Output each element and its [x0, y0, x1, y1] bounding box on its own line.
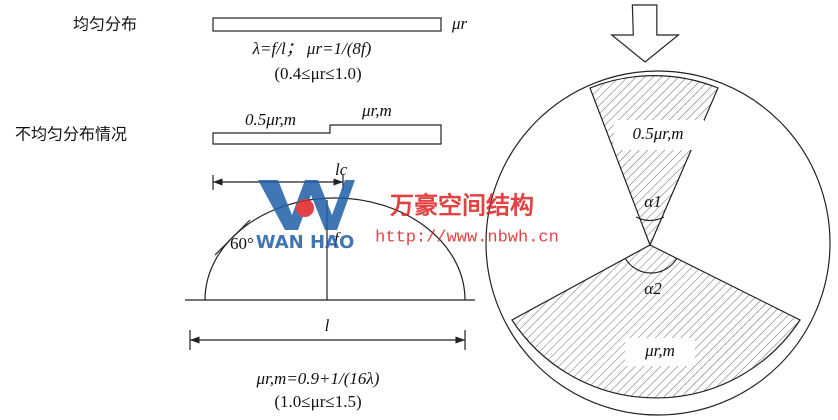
plan-circle	[485, 70, 831, 416]
label-bg	[625, 338, 695, 366]
watermark: WAN HAO 万豪空间结构 http://www.nbwh.cn	[256, 180, 559, 253]
alpha1-label: α1	[644, 192, 661, 211]
top-sector	[589, 75, 719, 247]
watermark-url: http://www.nbwh.cn	[375, 228, 559, 247]
arch	[204, 197, 466, 301]
label-bg	[614, 120, 704, 150]
bottom-sector	[511, 244, 801, 399]
logo-dot	[296, 199, 314, 217]
alpha2-label: α2	[644, 279, 662, 298]
low-label: 0.5μr,m	[245, 110, 296, 129]
top-sector-label: 0.5μr,m	[632, 124, 683, 143]
wind-arrow	[610, 4, 681, 63]
bottom-sector-label: μr,m	[644, 341, 675, 360]
arch-formula: μr,m=0.9+1/(16λ)	[256, 369, 380, 388]
nonuniform-load	[212, 124, 442, 145]
alpha1-arc	[635, 216, 665, 221]
nonuniform-title: 不均匀分布情况	[15, 125, 127, 144]
angle-label: 60°	[230, 234, 254, 253]
span-label: l	[325, 316, 330, 335]
uniform-symbol: μr	[451, 14, 468, 33]
high-label: μr,m	[361, 101, 392, 120]
uniform-load	[212, 17, 442, 32]
uniform-range: (0.4≤μr≤1.0)	[274, 64, 361, 83]
alpha2-arc	[624, 257, 678, 274]
angle-line	[214, 219, 251, 256]
uniform-title: 均匀分布	[73, 15, 137, 34]
logo-text: WAN HAO	[256, 232, 355, 253]
arch-range: (1.0≤μr≤1.5)	[274, 392, 361, 411]
watermark-name: 万豪空间结构	[390, 191, 534, 220]
rise-label: f	[334, 229, 341, 248]
span-c: lc	[335, 160, 348, 179]
uniform-formula: λ=f/l； μr=1/(8f)	[252, 39, 372, 58]
